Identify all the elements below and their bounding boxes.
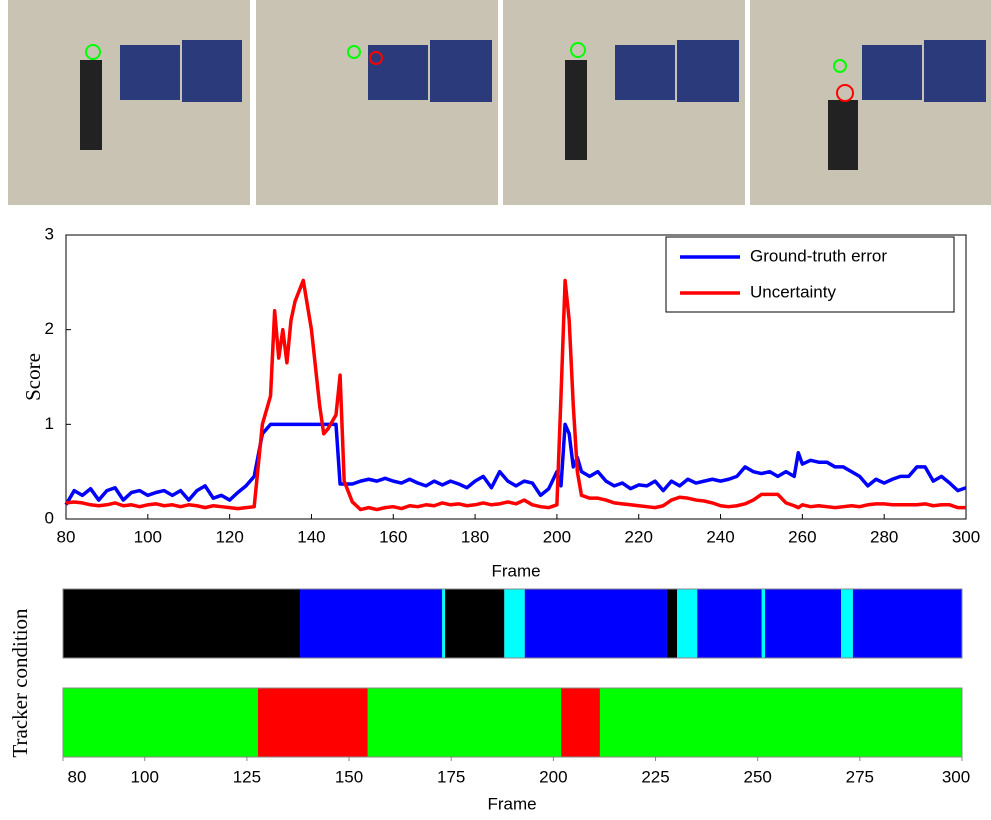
x-tick-label: 140 (297, 527, 325, 546)
condition-segment (761, 589, 766, 658)
condition-segment (841, 589, 853, 658)
series-line (65, 278, 966, 512)
condition-segment (599, 688, 962, 757)
frame-photo (503, 0, 745, 205)
tracker-marker (836, 84, 854, 102)
x-tick-label: 150 (335, 767, 363, 786)
condition-segment (442, 589, 446, 658)
y-tick-label: 0 (45, 508, 54, 527)
frame-photo (750, 0, 991, 205)
gt-marker (347, 45, 361, 59)
condition-segment (697, 589, 762, 658)
gt-marker (833, 59, 847, 73)
x-tick-label: 240 (706, 527, 734, 546)
x-tick-label: 200 (539, 767, 567, 786)
x-tick-label: 160 (379, 527, 407, 546)
board (368, 45, 428, 100)
legend-box (665, 236, 955, 313)
x-tick-label: 125 (233, 767, 261, 786)
x-tick-label: 300 (942, 767, 970, 786)
board (615, 45, 675, 100)
legend-label: Ground-truth error (750, 246, 887, 265)
plot-frame (65, 234, 967, 520)
series-line (64, 422, 967, 506)
x-tick-label: 275 (846, 767, 874, 786)
condition-segment (852, 589, 962, 658)
condition-segment (300, 589, 443, 658)
condition-segment (63, 688, 258, 757)
x-tick-label: 80 (68, 767, 87, 786)
x-tick-label: 200 (543, 527, 571, 546)
condition-segment (524, 589, 667, 658)
board (182, 40, 242, 102)
board (924, 40, 986, 102)
tracker-marker (369, 51, 383, 65)
row-frame (62, 687, 963, 758)
x-tick-label: 175 (437, 767, 465, 786)
x-tick-label: 300 (952, 527, 980, 546)
y-axis-label: Score (21, 353, 45, 401)
board (677, 40, 739, 102)
condition-segment (677, 589, 698, 658)
gt-marker (85, 44, 101, 60)
condition-segment (561, 688, 600, 757)
x-axis-label: Frame (491, 561, 540, 580)
x-tick-label: 100 (134, 527, 162, 546)
x-tick-label: 280 (870, 527, 898, 546)
y-tick-label: 1 (45, 414, 54, 433)
x-tick-label: 220 (625, 527, 653, 546)
x-tick-label: 250 (743, 767, 771, 786)
frame-photo (256, 0, 498, 205)
condition-segment (367, 688, 562, 757)
person (80, 60, 102, 150)
x-tick-label: 120 (215, 527, 243, 546)
row-frame (62, 588, 963, 659)
legend-label: Uncertainty (750, 282, 836, 301)
board (430, 40, 492, 102)
condition-segment (765, 589, 842, 658)
y-tick-label: 3 (45, 224, 54, 243)
y-tick-label: 2 (45, 319, 54, 338)
board (862, 45, 922, 100)
frame-photo (8, 0, 250, 205)
x-tick-label: 260 (788, 527, 816, 546)
person (565, 60, 587, 160)
condition-segment (445, 589, 505, 658)
condition-segment (504, 589, 525, 658)
gt-marker (570, 42, 586, 58)
x-tick-label: 180 (461, 527, 489, 546)
board (120, 45, 180, 100)
condition-segment (63, 589, 301, 658)
y-axis-label: Tracker condition (8, 608, 32, 758)
condition-segment (666, 589, 678, 658)
condition-segment (257, 688, 368, 757)
x-tick-label: 225 (641, 767, 669, 786)
x-axis-label: Frame (487, 794, 536, 813)
x-tick-label: 80 (57, 527, 76, 546)
video-frames (8, 0, 991, 205)
x-tick-label: 100 (131, 767, 159, 786)
person (828, 100, 858, 170)
